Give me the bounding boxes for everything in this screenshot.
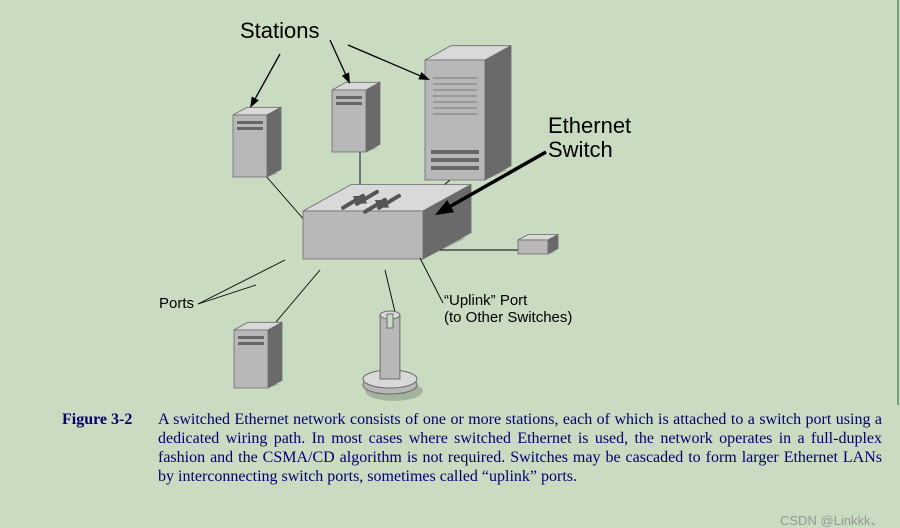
ethernet-switch-label: Ethernet Switch (548, 114, 631, 162)
ethernet-switch-label-line1: Ethernet (548, 114, 631, 138)
figure-number: Figure 3-2 (62, 410, 158, 486)
uplink-port-label-line2: (to Other Switches) (444, 309, 572, 326)
ethernet-switch-label-line2: Switch (548, 138, 631, 162)
ports-label: Ports (159, 295, 194, 312)
figure-caption-body: A switched Ethernet network consists of … (158, 410, 882, 486)
uplink-port-label: “Uplink” Port (to Other Switches) (444, 292, 572, 326)
figure-caption: Figure 3-2A switched Ethernet network co… (62, 410, 882, 486)
stations-label: Stations (240, 18, 320, 44)
watermark: CSDN @Linkkk、 (780, 510, 884, 528)
uplink-port-label-line1: “Uplink” Port (444, 292, 572, 309)
